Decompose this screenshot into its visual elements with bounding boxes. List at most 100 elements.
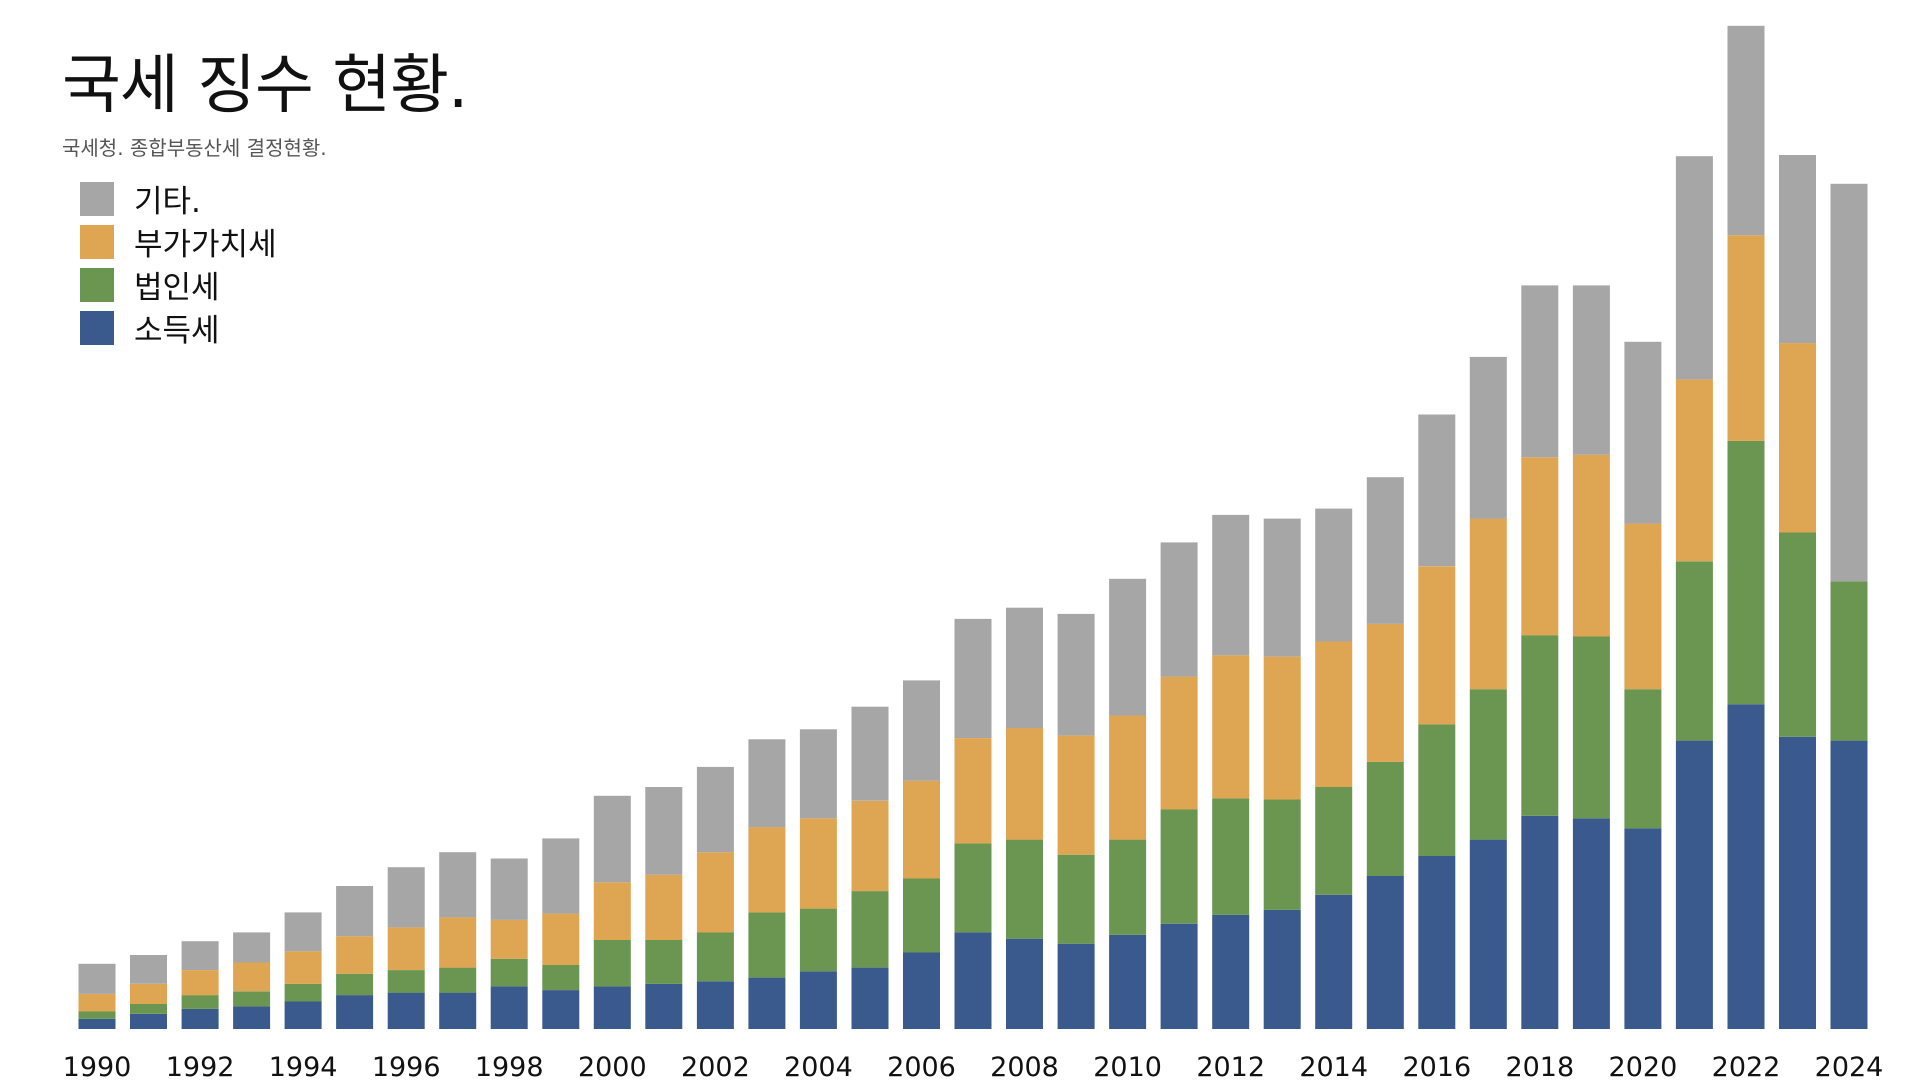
bar-2016-series-1 [1418,724,1456,856]
bar-2003-series-0 [748,977,786,1029]
bar-2004-series-2 [799,818,837,909]
bar-2016-series-3 [1418,414,1456,567]
bar-2005-series-0 [851,967,889,1029]
bar-1999-series-3 [542,838,580,914]
bar-2007-series-2 [954,738,992,844]
bar-1997-series-0 [439,992,477,1029]
bar-2010-series-1 [1109,839,1147,935]
bar-2015-series-2 [1366,624,1404,762]
bar-1997-series-3 [439,852,477,918]
bar-2009-series-0 [1057,943,1095,1029]
x-tick-label-2006: 2006 [887,1052,956,1080]
bar-2009-series-2 [1057,735,1095,855]
bar-1995-series-3 [336,886,374,937]
bar-2001-series-0 [645,983,683,1029]
legend-label-other: 기타. [134,184,201,220]
bar-2020-series-3 [1624,341,1662,524]
bar-2006-series-3 [903,680,940,781]
bar-2006-series-1 [903,878,940,953]
x-tick-label-2010: 2010 [1093,1052,1162,1080]
bar-1999-series-1 [542,965,580,991]
bar-2011-series-2 [1160,676,1198,810]
bar-2015-series-3 [1366,477,1404,624]
bar-1990-series-3 [78,963,116,994]
bar-1992-series-1 [181,995,219,1009]
bar-1996-series-3 [387,867,425,928]
bar-1992-series-2 [181,970,219,996]
chart-subtitle: 국세청. 종합부동산세 결정현황. [62,136,327,160]
bar-2024-series-1 [1830,581,1868,741]
bar-2013-series-2 [1263,656,1301,800]
bar-1990-series-1 [78,1011,116,1019]
bar-1993-series-2 [233,962,271,992]
bar-2020-series-0 [1624,828,1662,1029]
bar-2017-series-2 [1469,518,1507,690]
bar-2017-series-0 [1469,839,1507,1029]
bar-1999-series-0 [542,990,580,1029]
legend: 기타. 부가가치세 법인세 소득세 [80,181,277,354]
bar-1993-series-1 [233,991,271,1007]
bar-2007-series-0 [954,932,992,1029]
bar-2004-series-0 [799,971,837,1029]
bar-1998-series-3 [490,858,528,920]
bar-2021-series-3 [1675,156,1713,380]
bar-2022-series-3 [1727,25,1765,236]
x-tick-label-2012: 2012 [1196,1052,1265,1080]
bar-1995-series-0 [336,995,374,1029]
bar-2005-series-2 [851,800,889,892]
bar-2015-series-0 [1366,876,1404,1029]
bar-2021-series-2 [1675,379,1713,562]
bar-2013-series-1 [1263,799,1301,910]
bar-1997-series-2 [439,917,477,968]
bar-2013-series-3 [1263,518,1301,657]
bar-1998-series-2 [490,919,528,959]
bar-2006-series-2 [903,780,940,879]
bar-1991-series-1 [130,1003,167,1014]
chart-title: 국세 징수 현황. [62,49,468,123]
bar-2007-series-3 [954,618,992,738]
x-tick-label-1992: 1992 [166,1052,235,1080]
bar-2004-series-1 [799,908,837,972]
bar-2016-series-2 [1418,566,1456,725]
bar-1991-series-2 [130,983,167,1004]
bar-1992-series-0 [181,1008,219,1029]
legend-label-vat: 부가가치세 [134,227,277,263]
bar-2019-series-1 [1572,636,1610,819]
bar-2006-series-0 [903,952,940,1029]
bar-1996-series-1 [387,970,425,993]
legend-label-income-tax: 소득세 [134,313,220,349]
bar-1992-series-3 [181,941,219,970]
bar-1994-series-2 [284,951,322,984]
bar-1995-series-2 [336,936,374,974]
legend-swatch-other [80,181,114,216]
bar-1996-series-0 [387,992,425,1029]
bar-2004-series-3 [799,729,837,819]
bar-1990-series-0 [78,1019,116,1029]
bar-1991-series-0 [130,1014,167,1029]
bar-1990-series-2 [78,993,116,1012]
bar-2021-series-1 [1675,561,1713,741]
legend-label-corporate-tax: 법인세 [134,270,220,306]
bar-2011-series-3 [1160,542,1198,677]
bar-2002-series-0 [696,981,734,1029]
bar-2018-series-3 [1521,285,1559,458]
bar-1991-series-3 [130,955,167,984]
x-tick-label-2024: 2024 [1815,1052,1884,1080]
bar-2001-series-2 [645,874,683,940]
bar-2012-series-1 [1212,798,1250,915]
bar-2020-series-1 [1624,689,1662,829]
x-tick-label-1996: 1996 [372,1052,441,1080]
x-tick-label-2020: 2020 [1609,1052,1678,1080]
bar-2022-series-2 [1727,235,1765,441]
bar-2000-series-3 [593,795,631,883]
bar-1994-series-0 [284,1001,322,1029]
bar-2014-series-2 [1315,641,1353,787]
bar-2008-series-0 [1006,938,1043,1029]
bar-2018-series-0 [1521,815,1559,1029]
bar-2020-series-2 [1624,523,1662,690]
bar-2019-series-0 [1572,818,1610,1029]
bar-2009-series-1 [1057,854,1095,944]
legend-swatch-corporate-tax [80,267,114,302]
bar-2014-series-0 [1315,894,1353,1029]
bar-2010-series-0 [1109,935,1147,1029]
